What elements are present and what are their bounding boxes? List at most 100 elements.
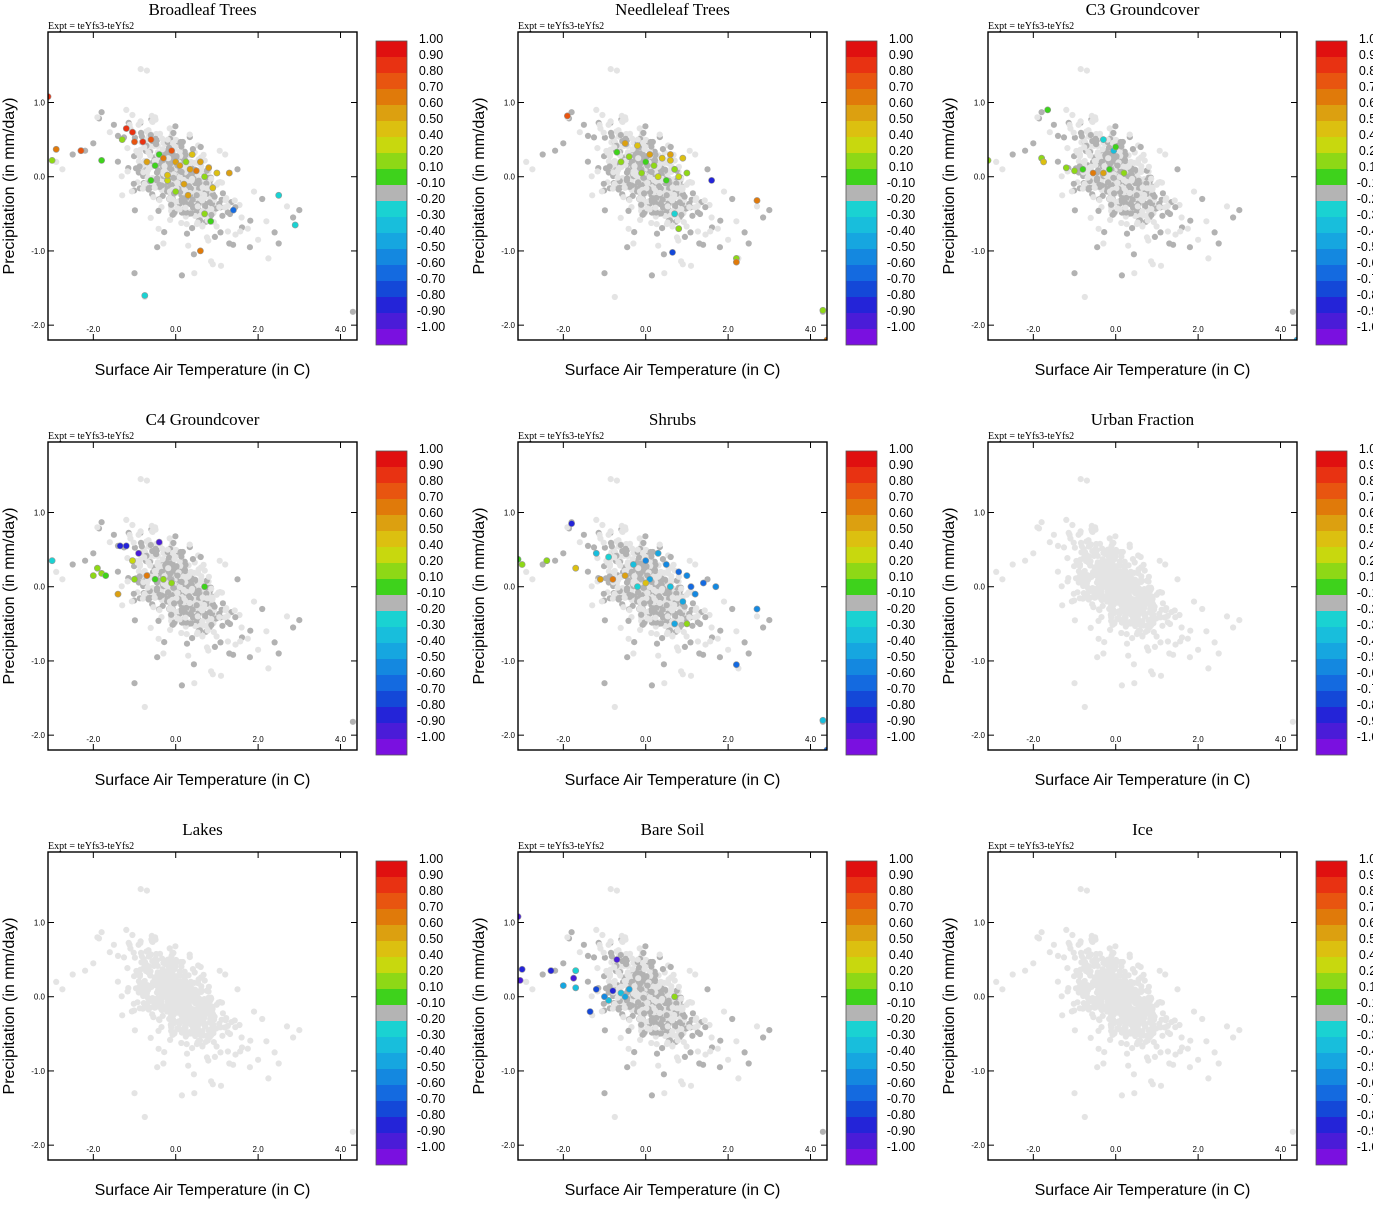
scatter-point [129, 188, 135, 194]
scatter-point [1135, 613, 1141, 619]
scatter-point [686, 614, 692, 620]
highlight-point [197, 248, 203, 254]
scatter-point [688, 673, 694, 679]
scatter-point [1139, 197, 1145, 203]
scatter-point [1061, 544, 1067, 550]
scatter-point [1174, 166, 1180, 172]
scatter-point [636, 555, 642, 561]
scatter-point [1152, 644, 1158, 650]
colorbar-label: 0.80 [1359, 64, 1373, 78]
scatter-point [167, 196, 173, 202]
scatter-point [209, 597, 215, 603]
highlight-point [692, 591, 698, 597]
highlight-point [210, 185, 216, 191]
colorbar-swatch [376, 57, 407, 73]
scatter-point [1125, 653, 1131, 659]
scatter-point [1136, 178, 1142, 184]
highlight-point [820, 307, 826, 313]
scatter-point [1092, 114, 1098, 120]
colorbar-swatch [846, 547, 877, 563]
scatter-point [129, 522, 135, 528]
scatter-point [692, 204, 698, 210]
x-tick-label: 0.0 [170, 735, 182, 744]
colorbar-label: 1.00 [419, 442, 443, 456]
y-tick-label: 1.0 [974, 509, 986, 518]
colorbar-label: -0.20 [887, 192, 916, 206]
scatter-point [1148, 206, 1154, 212]
scatter-point [1114, 180, 1120, 186]
scatter-point [284, 613, 290, 619]
scatter-point [170, 175, 176, 181]
scatter-point [1106, 555, 1112, 561]
highlight-point [129, 129, 135, 135]
scatter-point [601, 680, 607, 686]
scatter-point [687, 148, 693, 154]
scatter-point [178, 630, 184, 636]
scatter-point [1145, 238, 1151, 244]
scatter-point [131, 680, 137, 686]
scatter-point [161, 229, 167, 235]
scatter-point [637, 196, 643, 202]
scatter-point [603, 165, 609, 171]
scatter-point [686, 204, 692, 210]
scatter-points [53, 886, 356, 1135]
scatter-point [662, 167, 668, 173]
scatter-point [195, 203, 201, 209]
scatter-point [190, 556, 196, 562]
scatter-points [523, 66, 830, 343]
scatter-point [276, 240, 282, 246]
scatter-point [184, 231, 190, 237]
scatter-point [1199, 196, 1205, 202]
colorbar-swatch [846, 249, 877, 265]
scatter-point [665, 629, 671, 635]
scatter-point [1152, 234, 1158, 240]
scatter-point [165, 565, 171, 571]
highlight-point [820, 717, 826, 723]
scatter-point [1085, 577, 1091, 583]
scatter-point [194, 192, 200, 198]
colorbar-label: 0.70 [1359, 80, 1373, 94]
colorbar-swatch [1316, 499, 1347, 515]
scatter-point [733, 628, 739, 634]
scatter-point [198, 144, 204, 150]
scatter-point [161, 639, 167, 645]
scatter-point [132, 1027, 138, 1033]
scatter-point [1129, 225, 1135, 231]
scatter-point [111, 532, 117, 538]
scatter-point [219, 1033, 225, 1039]
highlight-point [208, 218, 214, 224]
panel-title: Lakes [182, 820, 223, 839]
colorbar-label: -0.70 [417, 682, 446, 696]
highlight-point [156, 539, 162, 545]
colorbar: 1.000.900.800.700.600.500.400.200.10-0.1… [376, 32, 445, 345]
scatter-point [1160, 600, 1166, 606]
colorbar-label: -0.90 [417, 304, 446, 318]
scatter-point [1230, 214, 1236, 220]
colorbar-swatch [1316, 153, 1347, 169]
scatter-point [220, 1010, 226, 1016]
colorbar-label: 0.70 [419, 490, 443, 504]
scatter-point [1055, 543, 1061, 549]
scatter-point [1088, 542, 1094, 548]
scatter-point [1172, 607, 1178, 613]
scatter-point [577, 129, 583, 135]
scatter-point [669, 223, 675, 229]
scatter-point [675, 238, 681, 244]
colorbar-swatch [376, 265, 407, 281]
scatter-point [148, 215, 154, 221]
highlight-point [610, 576, 616, 582]
y-axis-label: Precipitation (in mm/day) [941, 508, 958, 685]
scatter-point [993, 569, 999, 575]
scatter-point [185, 243, 191, 249]
scatter-point [1105, 179, 1111, 185]
scatter-point [179, 169, 185, 175]
colorbar-swatch [1316, 185, 1347, 201]
highlight-point [49, 157, 55, 163]
colorbar-label: -0.10 [887, 586, 916, 600]
colorbar-label: -0.70 [1357, 272, 1373, 286]
scatter-point [188, 569, 194, 575]
scatter-point [152, 568, 158, 574]
scatter-point [153, 551, 159, 557]
scatter-point [1159, 213, 1165, 219]
scatter-point [1092, 185, 1098, 191]
